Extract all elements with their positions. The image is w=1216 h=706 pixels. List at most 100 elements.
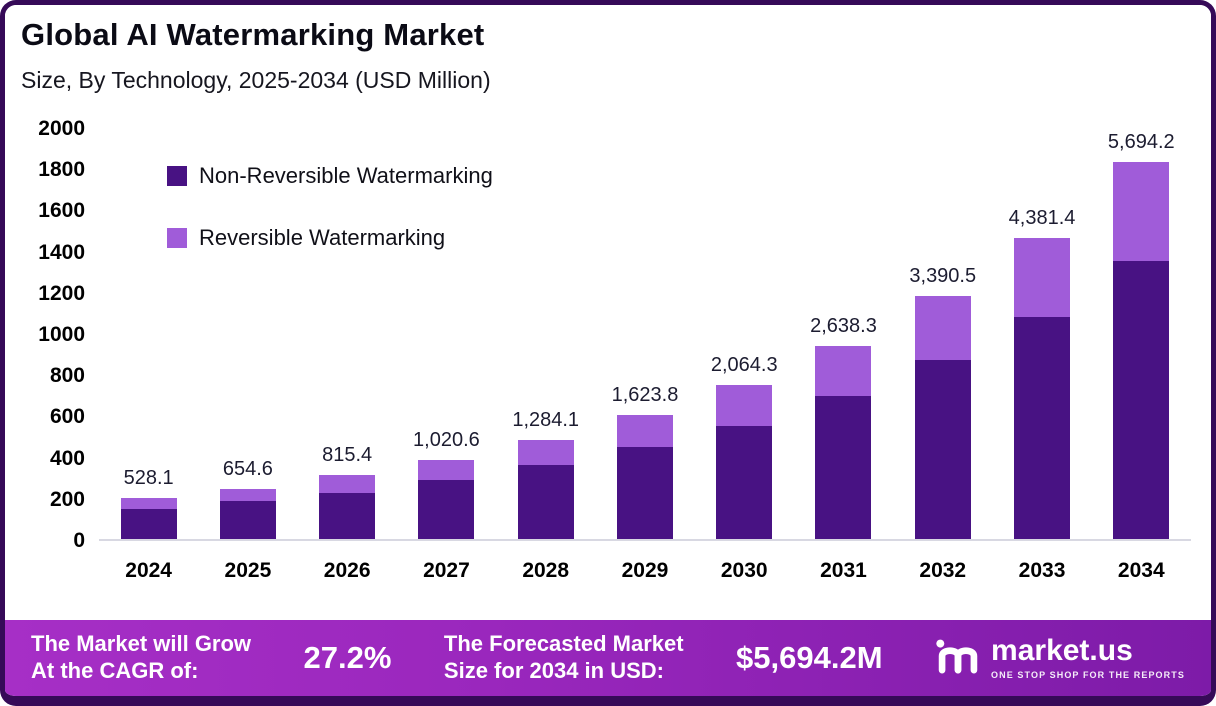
segment-reversible bbox=[319, 475, 376, 493]
legend-label: Non-Reversible Watermarking bbox=[199, 163, 493, 188]
x-tick-label: 2031 bbox=[820, 559, 867, 582]
cagr-label: The Market will Grow At the CAGR of: bbox=[31, 631, 251, 685]
y-tick-label: 200 bbox=[49, 487, 85, 511]
y-tick-label: 1800 bbox=[38, 158, 85, 182]
chart-area: Global AI Watermarking Market Size, By T… bbox=[5, 5, 1211, 620]
segment-non-reversible bbox=[716, 425, 773, 539]
x-tick-label: 2030 bbox=[720, 559, 768, 582]
bar-column: 654.6 bbox=[198, 129, 297, 539]
bar-column: 3,390.5 bbox=[893, 129, 992, 539]
y-axis: 0 200 400 600 800 1000 1200 1400 1600 1800 2000 bbox=[11, 117, 85, 552]
segment-non-reversible bbox=[418, 480, 475, 539]
x-tick-label: 2029 bbox=[621, 559, 669, 582]
bar-value-label: 654.6 bbox=[222, 457, 273, 480]
bar-value-label: 1,284.1 bbox=[512, 409, 580, 432]
legend: Non-Reversible Watermarking Reversible Wa… bbox=[167, 163, 493, 251]
forecast-label-line1: The Forecasted Market bbox=[443, 631, 684, 657]
stacked-bar bbox=[517, 440, 574, 539]
y-tick-label: 1400 bbox=[38, 240, 85, 264]
brand-block: market.us ONE STOP SHOP FOR THE REPORTS bbox=[935, 636, 1185, 681]
y-tick-label: 800 bbox=[49, 364, 85, 388]
brand-text: market.us ONE STOP SHOP FOR THE REPORTS bbox=[991, 634, 1185, 681]
y-tick-label: 1600 bbox=[38, 199, 85, 223]
cagr-value: 27.2% bbox=[303, 640, 392, 675]
segment-reversible bbox=[418, 459, 475, 481]
segment-reversible bbox=[616, 415, 673, 448]
segment-reversible bbox=[219, 488, 276, 501]
segment-reversible bbox=[120, 497, 177, 510]
bar-column: 4,381.4 bbox=[992, 129, 1091, 539]
bar-value-label: 815.4 bbox=[322, 444, 373, 467]
cagr-label-line1: The Market will Grow bbox=[31, 631, 252, 657]
bar-column: 528.1 bbox=[99, 129, 198, 539]
segment-reversible bbox=[1113, 162, 1170, 261]
bar-column: 1,284.1 bbox=[496, 129, 595, 539]
segment-non-reversible bbox=[815, 395, 872, 539]
segment-reversible bbox=[1014, 238, 1071, 317]
x-tick-label: 2026 bbox=[323, 559, 371, 582]
segment-non-reversible bbox=[914, 359, 971, 539]
stacked-bar bbox=[418, 459, 475, 539]
cagr-label-line2: At the CAGR of: bbox=[31, 658, 199, 683]
x-tick-label: 2028 bbox=[522, 559, 570, 582]
bar-value-label: 528.1 bbox=[123, 466, 174, 489]
chart-subtitle: Size, By Technology, 2025-2034 (USD Mill… bbox=[21, 67, 491, 93]
stacked-bar bbox=[1113, 162, 1170, 539]
y-tick-label: 1000 bbox=[38, 323, 85, 346]
y-tick-label: 600 bbox=[49, 405, 85, 429]
segment-non-reversible bbox=[1014, 316, 1071, 539]
forecast-value: $5,694.2M bbox=[736, 640, 883, 675]
segment-non-reversible bbox=[1113, 260, 1170, 539]
bars-row: 528.1 654.6 815.4 1,020.6 1,284.1 1,623.8 2,06… bbox=[99, 129, 1191, 539]
stacked-bar bbox=[120, 497, 177, 539]
y-tick-label: 0 bbox=[73, 529, 85, 552]
x-tick-label: 2024 bbox=[125, 559, 172, 582]
stacked-bar bbox=[616, 415, 673, 539]
x-tick-label: 2025 bbox=[224, 559, 272, 582]
brand-name: market.us bbox=[991, 634, 1133, 667]
bar-column: 1,020.6 bbox=[397, 129, 496, 539]
y-tick-label: 1200 bbox=[38, 281, 85, 305]
bar-value-label: 4,381.4 bbox=[1008, 207, 1076, 230]
segment-non-reversible bbox=[616, 447, 673, 539]
segment-reversible bbox=[914, 295, 971, 360]
bar-column: 2,638.3 bbox=[794, 129, 893, 539]
bar-value-label: 1,623.8 bbox=[611, 384, 679, 407]
legend-swatch bbox=[167, 166, 187, 186]
legend-item: Non-Reversible Watermarking bbox=[167, 163, 493, 189]
segment-non-reversible bbox=[319, 492, 376, 539]
bar-value-label: 5,694.2 bbox=[1107, 131, 1175, 154]
bar-column: 815.4 bbox=[298, 129, 397, 539]
stacked-bar bbox=[815, 346, 872, 539]
legend-swatch bbox=[167, 228, 187, 248]
forecast-label: The Forecasted Market Size for 2034 in U… bbox=[444, 631, 684, 685]
y-tick-label: 2000 bbox=[38, 117, 85, 140]
stacked-bar bbox=[716, 384, 773, 539]
x-tick-label: 2032 bbox=[919, 559, 967, 582]
bar-column: 1,623.8 bbox=[595, 129, 694, 539]
legend-label: Reversible Watermarking bbox=[199, 225, 446, 250]
chart-title: Global AI Watermarking Market bbox=[21, 17, 485, 52]
legend-item: Reversible Watermarking bbox=[167, 225, 493, 251]
bar-column: 5,694.2 bbox=[1092, 129, 1191, 539]
bar-value-label: 1,020.6 bbox=[413, 428, 480, 451]
footer-banner: The Market will Grow At the CAGR of: 27.… bbox=[5, 620, 1211, 696]
plot-area: 528.1 654.6 815.4 1,020.6 1,284.1 1,623.8 2,06… bbox=[99, 129, 1191, 541]
brand-tagline: ONE STOP SHOP FOR THE REPORTS bbox=[991, 670, 1185, 680]
stacked-bar bbox=[319, 475, 376, 539]
x-tick-label: 2027 bbox=[423, 559, 470, 582]
y-tick-label: 400 bbox=[49, 446, 85, 470]
bar-column: 2,064.3 bbox=[695, 129, 794, 539]
segment-non-reversible bbox=[517, 464, 574, 539]
bar-value-label: 2,064.3 bbox=[710, 353, 778, 376]
x-axis: 2024 2025 2026 2027 2028 2029 2030 2031 2032 2033… bbox=[99, 559, 1191, 583]
segment-non-reversible bbox=[120, 509, 177, 539]
segment-reversible bbox=[517, 440, 574, 465]
bar-value-label: 3,390.5 bbox=[909, 264, 977, 287]
x-tick-label: 2034 bbox=[1117, 559, 1165, 582]
stacked-bar bbox=[1014, 238, 1071, 539]
forecast-label-line2: Size for 2034 in USD: bbox=[443, 658, 664, 683]
segment-reversible bbox=[716, 384, 773, 426]
segment-non-reversible bbox=[219, 500, 276, 539]
